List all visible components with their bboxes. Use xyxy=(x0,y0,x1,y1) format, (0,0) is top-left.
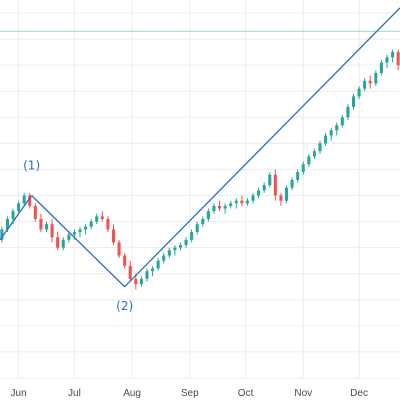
candle-body xyxy=(301,164,305,173)
candle-body xyxy=(195,224,199,233)
candle-body xyxy=(17,203,21,212)
candles xyxy=(0,49,400,290)
x-tick-label: Nov xyxy=(294,388,312,399)
candle-body xyxy=(307,156,311,165)
candle-body xyxy=(184,239,188,246)
wave-annotations: (1) (2) xyxy=(23,158,133,313)
candle-body xyxy=(218,205,222,209)
candle-body xyxy=(106,218,110,230)
wave-label: (1) xyxy=(23,158,40,172)
candle-body xyxy=(123,255,127,266)
x-tick-label: Dec xyxy=(350,388,368,399)
candle-body xyxy=(117,242,121,256)
candle-body xyxy=(363,80,367,89)
candle-body xyxy=(67,234,71,240)
candle-body xyxy=(190,232,194,240)
grid xyxy=(0,0,400,379)
candle-body xyxy=(95,216,99,222)
candle-body xyxy=(346,106,350,118)
candle-body xyxy=(385,57,389,63)
candle-body xyxy=(100,216,104,219)
candle-body xyxy=(22,195,26,204)
candle-body xyxy=(61,239,65,248)
candle-body xyxy=(145,271,149,279)
candle-body xyxy=(318,143,322,152)
candle-body xyxy=(257,190,261,196)
candle-body xyxy=(0,229,4,240)
candle-body xyxy=(262,185,266,191)
candle-body xyxy=(279,195,283,201)
x-tick-label: Aug xyxy=(123,388,141,399)
candle-body xyxy=(167,250,171,256)
wave-label: (2) xyxy=(116,299,133,313)
candle-body xyxy=(351,96,356,107)
candle-body xyxy=(134,278,138,285)
candle-body xyxy=(33,205,37,219)
x-tick-label: Sep xyxy=(181,388,199,399)
candle-body xyxy=(212,205,216,212)
candle-body xyxy=(290,179,294,188)
trendline xyxy=(0,195,33,241)
candle-body xyxy=(240,200,244,204)
candle-body xyxy=(78,229,82,233)
x-tick-label: Jul xyxy=(68,388,81,399)
candle-body xyxy=(368,80,372,84)
candle-body xyxy=(50,224,54,238)
candle-body xyxy=(296,172,300,180)
candle-body xyxy=(391,52,395,58)
trendline xyxy=(31,195,126,288)
candle-body xyxy=(284,187,289,201)
candle-body xyxy=(89,221,93,227)
candle-body xyxy=(11,211,15,219)
candle-body xyxy=(156,260,160,269)
candle-body xyxy=(28,195,32,206)
candle-body xyxy=(251,195,255,201)
candle-body xyxy=(374,72,378,84)
candle-body xyxy=(84,226,88,230)
candle-body xyxy=(128,265,132,279)
candle-body xyxy=(273,174,277,196)
candle-body xyxy=(324,135,328,144)
x-tick-label: Jun xyxy=(11,388,27,399)
candle-body xyxy=(111,229,116,243)
candle-body xyxy=(234,200,238,204)
candle-body xyxy=(5,218,9,230)
x-tick-label: Oct xyxy=(238,388,254,399)
candle-body xyxy=(162,255,166,261)
candle-body xyxy=(329,130,333,136)
candle-body xyxy=(223,205,227,209)
candle-body xyxy=(396,52,400,66)
candle-body xyxy=(139,278,143,285)
candle-body xyxy=(229,203,233,206)
candle-body xyxy=(56,237,60,248)
candle-body xyxy=(72,232,76,235)
candle-body xyxy=(268,174,272,186)
candle-body xyxy=(245,200,249,204)
candle-body xyxy=(379,62,383,73)
candle-body xyxy=(312,151,316,157)
candle-body xyxy=(39,218,43,230)
candle-body xyxy=(151,268,155,272)
candle-body xyxy=(201,218,205,225)
x-axis: Jun Jul Aug Sep Oct Nov Dec xyxy=(11,388,368,399)
candle-body xyxy=(340,117,344,126)
trendlines xyxy=(0,7,400,288)
candle-body xyxy=(44,224,49,230)
candle-body xyxy=(206,211,210,219)
candle-body xyxy=(357,88,361,97)
trendline xyxy=(124,7,400,288)
candle-body xyxy=(178,245,182,248)
candle-body xyxy=(335,125,339,131)
candle-body xyxy=(173,247,177,251)
